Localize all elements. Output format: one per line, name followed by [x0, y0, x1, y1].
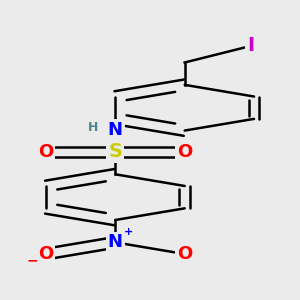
Text: N: N: [108, 233, 123, 251]
Text: N: N: [108, 121, 123, 139]
Text: O: O: [177, 143, 192, 161]
Text: O: O: [38, 245, 54, 263]
Text: −: −: [27, 253, 38, 267]
Text: I: I: [247, 37, 254, 56]
Text: H: H: [88, 121, 98, 134]
Text: +: +: [124, 227, 133, 237]
Text: O: O: [177, 245, 192, 263]
Text: O: O: [38, 143, 54, 161]
Text: S: S: [108, 142, 122, 161]
